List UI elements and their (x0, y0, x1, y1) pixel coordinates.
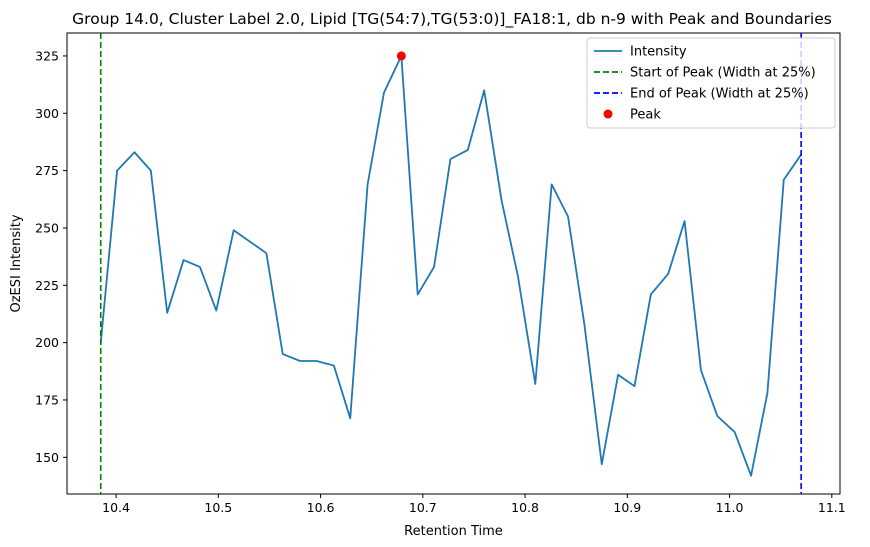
y-axis: 150 175 200 225 250 275 300 325 (35, 48, 67, 465)
y-tick-label: 225 (35, 278, 59, 293)
legend-box (586, 37, 836, 129)
intensity-line (99, 55, 802, 477)
x-axis-label: Retention Time (404, 524, 503, 539)
legend-entry-peak: Peak (603, 108, 661, 123)
y-tick-label: 275 (35, 163, 59, 178)
legend-label: Intensity (630, 45, 687, 60)
y-tick-label: 250 (35, 220, 59, 235)
legend-label: Start of Peak (Width at 25%) (630, 66, 816, 81)
legend-entry-end-of-peak: End of Peak (Width at 25%) (594, 87, 809, 102)
plot-area (66, 32, 841, 495)
y-tick-label: 325 (35, 48, 59, 63)
legend-label: Peak (630, 108, 661, 123)
x-tick-label: 10.4 (102, 500, 130, 515)
x-axis: 10.4 10.5 10.6 10.7 10.8 10.9 11.0 11.1 (102, 494, 846, 515)
legend: Intensity Start of Peak (Width at 25%) End… (586, 37, 836, 129)
y-tick-label: 200 (35, 335, 59, 350)
x-tick-label: 10.6 (307, 500, 335, 515)
y-tick-label: 300 (35, 106, 59, 121)
chart-title: Group 14.0, Cluster Label 2.0, Lipid [TG… (72, 10, 832, 29)
x-tick-label: 10.7 (409, 500, 437, 515)
x-tick-label: 10.9 (613, 500, 641, 515)
x-tick-label: 11.1 (818, 500, 846, 515)
x-tick-label: 10.5 (204, 500, 232, 515)
x-tick-label: 11.0 (716, 500, 744, 515)
y-tick-label: 150 (35, 450, 59, 465)
legend-label: End of Peak (Width at 25%) (630, 87, 809, 102)
legend-entry-start-of-peak: Start of Peak (Width at 25%) (594, 66, 816, 81)
peak-marker (396, 51, 406, 61)
y-tick-label: 175 (35, 392, 59, 407)
y-axis-label: OzESI Intensity (9, 214, 24, 312)
legend-entry-intensity: Intensity (594, 45, 687, 60)
x-tick-label: 10.8 (511, 500, 539, 515)
legend-marker-peak (603, 109, 613, 119)
